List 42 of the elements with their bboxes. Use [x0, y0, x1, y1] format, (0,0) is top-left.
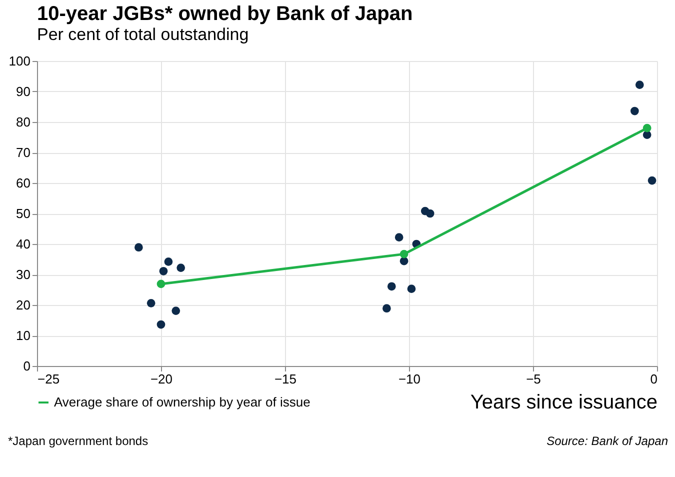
point	[164, 258, 173, 266]
point	[630, 106, 639, 116]
x-tick-label: −10	[398, 372, 421, 386]
text: *Japan government bonds	[8, 434, 148, 448]
source-note: Source: Bank of Japan	[546, 434, 668, 448]
y-tick-label: 20	[16, 298, 30, 312]
point	[134, 243, 143, 252]
y-tick-label: 60	[16, 176, 30, 190]
y-tick-label: 70	[16, 145, 30, 160]
point	[648, 176, 656, 185]
y-tick-label: 0	[23, 358, 30, 374]
point	[172, 306, 180, 315]
y-tick-label: 90	[16, 84, 30, 99]
x-tick-label: −15	[274, 372, 297, 386]
point	[176, 264, 186, 272]
legend-label: Average share of ownership by year of issue	[54, 394, 310, 410]
point	[159, 266, 168, 276]
y-tick-label: 10	[16, 328, 30, 343]
x-tick-label: 0	[650, 372, 658, 386]
x-tick-label: −20	[150, 372, 173, 386]
point	[642, 124, 652, 132]
chart-subtitle: Per cent of total outstanding	[37, 25, 249, 44]
point	[156, 320, 166, 329]
point	[156, 280, 166, 288]
y-tick-label: 80	[16, 114, 30, 130]
point	[394, 233, 404, 242]
point	[400, 250, 408, 258]
x-tick-label: −25	[38, 372, 60, 386]
x-axis-title: Years since issuance	[470, 392, 658, 414]
y-tick-label: 30	[16, 267, 30, 282]
chart-title: 10-year JGBs* owned by Bank of Japan	[37, 3, 413, 25]
point	[635, 80, 644, 89]
y-tick-label: 50	[16, 206, 30, 221]
point	[400, 256, 408, 266]
point	[407, 284, 416, 294]
x-tick-label: −5	[526, 372, 541, 386]
point	[382, 304, 391, 313]
y-tick-label: 40	[16, 236, 30, 252]
point	[426, 209, 434, 218]
y-tick-label: 100	[8, 54, 30, 68]
point	[387, 282, 396, 291]
point	[146, 298, 156, 308]
